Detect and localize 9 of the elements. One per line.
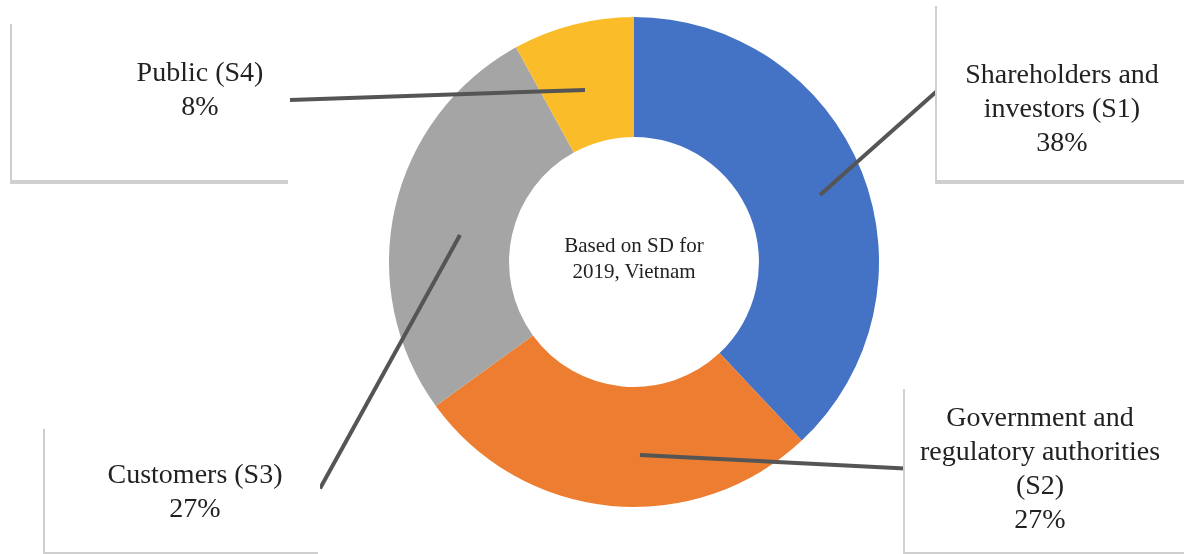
- slice-label: Shareholders and investors (S1): [965, 58, 1159, 124]
- slice-label: Public (S4): [136, 56, 264, 88]
- slice-label: Customers (S3): [107, 458, 283, 490]
- data-label: 27%: [1014, 503, 1066, 535]
- data-label: 38%: [1036, 126, 1088, 158]
- slice-label: Government and regulatory authorities (S2): [919, 401, 1161, 501]
- text: Based on SD for 2019, Vietnam: [564, 233, 704, 284]
- data-label: 8%: [181, 90, 219, 122]
- data-label: 27%: [169, 492, 221, 524]
